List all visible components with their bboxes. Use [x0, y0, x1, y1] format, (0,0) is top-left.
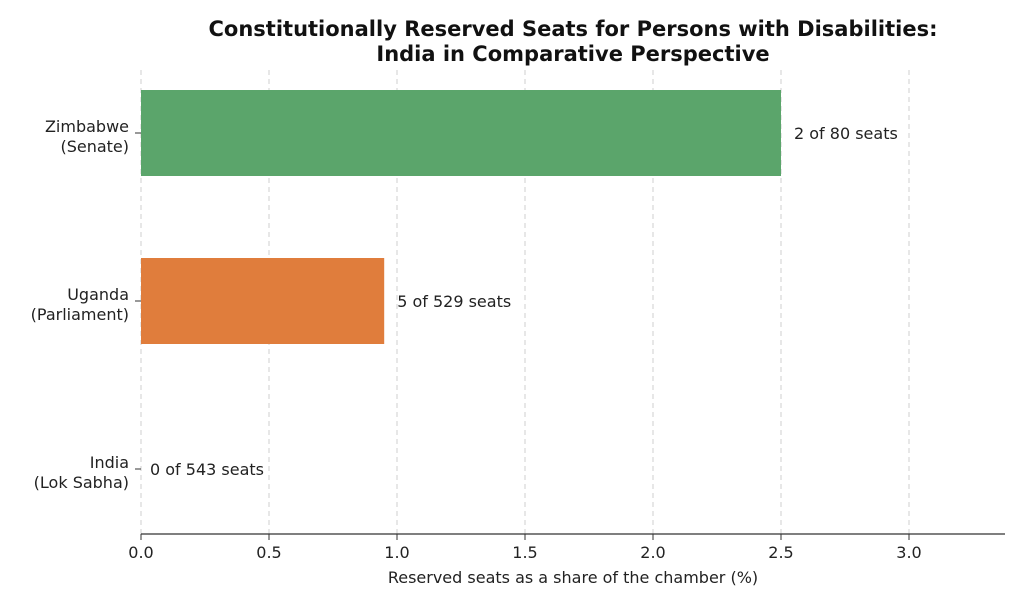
chart-title-line-1: Constitutionally Reserved Seats for Pers… — [208, 17, 938, 41]
bar — [141, 258, 385, 344]
y-tick-label: India — [90, 453, 129, 472]
bar — [141, 90, 781, 176]
y-tick-label: (Parliament) — [31, 305, 129, 324]
bar-value-labels: 2 of 80 seats 5 of 529 seats 0 of 543 seat… — [150, 124, 898, 479]
x-tick-label: 3.0 — [896, 543, 921, 562]
bar-value-label: 2 of 80 seats — [794, 124, 898, 143]
bar-value-label: 5 of 529 seats — [397, 292, 511, 311]
y-tick-label: Uganda — [67, 285, 129, 304]
x-axis: 0.0 0.5 1.0 1.5 2.0 2.5 3.0 — [128, 533, 1005, 562]
y-axis: Zimbabwe(Senate) Uganda(Parliament) India(… — [31, 117, 141, 492]
x-axis-label: Reserved seats as a share of the chamber… — [388, 568, 758, 587]
x-tick-label: 1.0 — [384, 543, 409, 562]
x-tick-label: 0.5 — [256, 543, 281, 562]
y-tick-label: (Lok Sabha) — [34, 473, 129, 492]
y-tick-label: Zimbabwe — [45, 117, 129, 136]
bars — [141, 90, 781, 344]
x-tick-label: 2.5 — [768, 543, 793, 562]
x-tick-label: 2.0 — [640, 543, 665, 562]
x-tick-label: 1.5 — [512, 543, 537, 562]
bar-value-label: 0 of 543 seats — [150, 460, 264, 479]
chart-title-line-2: India in Comparative Perspective — [376, 42, 770, 66]
y-tick-label: (Senate) — [60, 137, 129, 156]
x-tick-label: 0.0 — [128, 543, 153, 562]
